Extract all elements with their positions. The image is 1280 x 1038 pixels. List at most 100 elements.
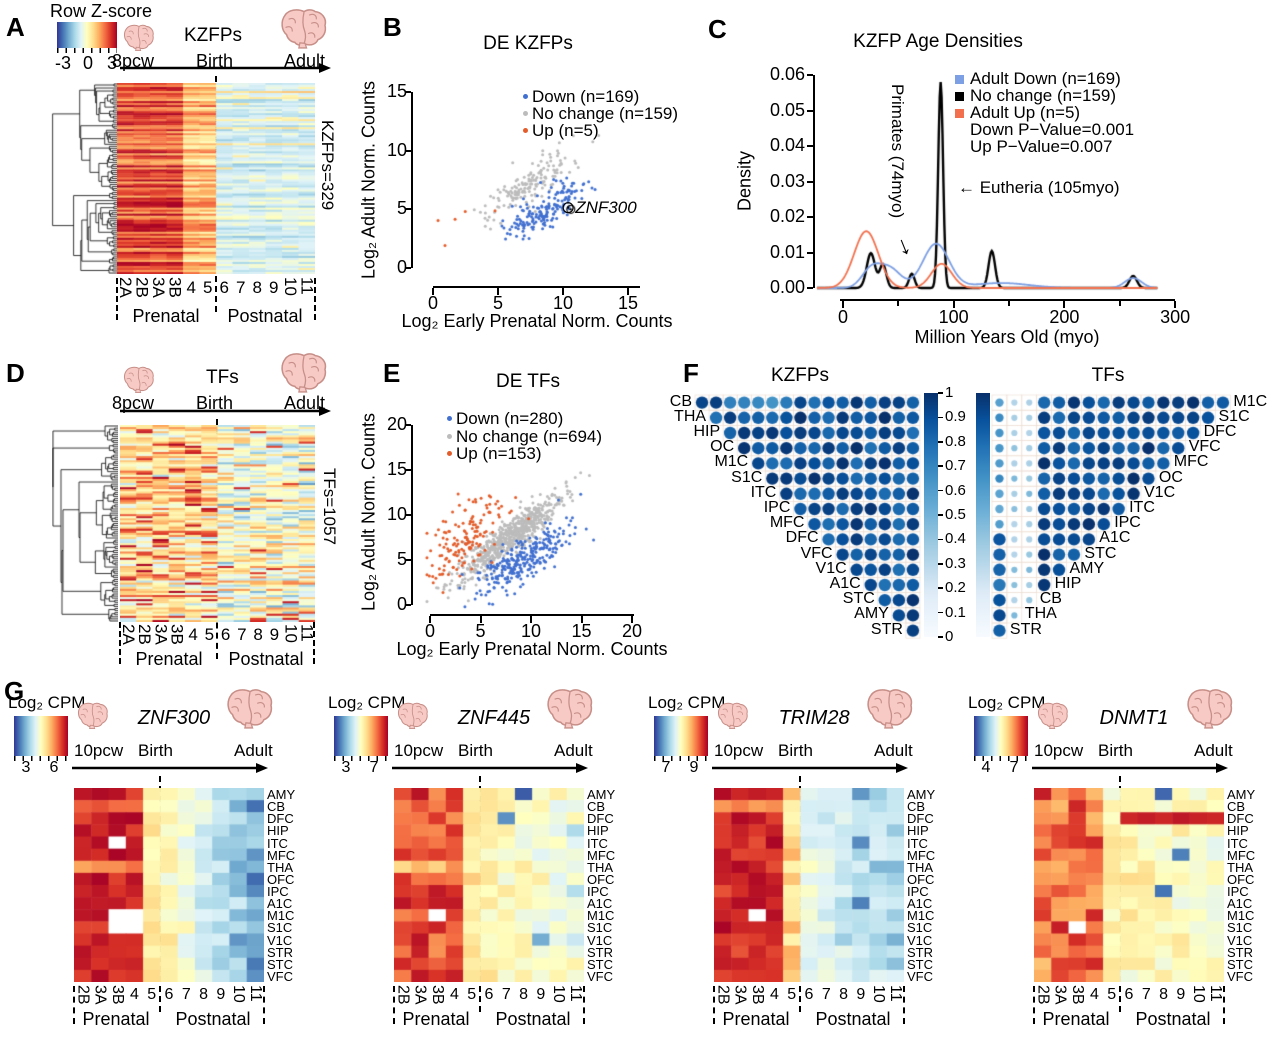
g-region-ZNF300-VFC: VFC <box>267 968 293 984</box>
g-region-ZNF445-AMY: AMY <box>587 787 616 802</box>
f-colorbar-tickmark-0.2 <box>938 587 943 589</box>
c-y-tickmark-0.03 <box>807 180 813 183</box>
g-region-ZNF300-STC: STC <box>267 956 293 972</box>
g-region-ZNF445-STR: STR <box>587 944 613 960</box>
b-x-ticklabel-10: 10 <box>552 293 574 313</box>
brain-icon-large-ZNF445 <box>547 689 593 729</box>
brain-icon-large-ZNF300 <box>227 689 273 729</box>
e-yaxis <box>411 425 413 605</box>
kzfp-correlogram <box>686 390 926 640</box>
g-TRIM28-stage-6: 6 <box>804 986 814 1003</box>
g-timeline-arrow-ZNF445 <box>392 763 588 773</box>
zscore-tick-neg3: -3 <box>54 53 71 73</box>
g-region-DNMT1-M1C: M1C <box>1227 908 1255 924</box>
f-left-region-STC: STC <box>842 590 875 608</box>
e-x-tickmark-15 <box>580 616 583 623</box>
g-region-DNMT1-AMY: AMY <box>1227 787 1256 802</box>
f-left-region-DFC: DFC <box>785 529 819 547</box>
g-region-ZNF445-CB: CB <box>587 799 606 815</box>
g-timeline-start-TRIM28: 10pcw <box>714 741 764 760</box>
g-timeline-arrow-TRIM28 <box>712 763 908 773</box>
g-TRIM28-stage-5: 5 <box>787 986 797 1003</box>
g-region-ZNF300-THA: THA <box>267 859 293 875</box>
e-y-ticklabel-10: 10 <box>386 504 407 524</box>
kzfp-heatmap <box>117 83 315 274</box>
g-ZNF300-stage-3B: 3B <box>108 985 126 1005</box>
f-right-region-CB: CB <box>1039 590 1062 608</box>
znf300-annotation: ⊙ZNF300 <box>561 199 637 217</box>
g-region-TRIM28-M1C: M1C <box>907 908 935 924</box>
g-ZNF300-stage-5: 5 <box>147 986 157 1003</box>
c-y-ticklabel-0.02: 0.02 <box>769 206 805 226</box>
d-stage-4: 4 <box>188 625 198 644</box>
f-right-region-A1C: A1C <box>1099 529 1131 547</box>
panel-e-title: DE TFs <box>495 371 561 392</box>
e-x-ticklabel-20: 20 <box>621 621 643 641</box>
f-left-region-OC: OC <box>710 438 735 456</box>
f-colorbar-left <box>924 393 938 637</box>
b-x-ticklabel-15: 15 <box>617 293 639 313</box>
g-DNMT1-stage-4: 4 <box>1090 986 1099 1003</box>
g-phase-tick-left-ZNF300 <box>73 986 75 1024</box>
f-colorbar-tickmark-0.6 <box>938 489 943 492</box>
c-y-tickmark-0.05 <box>807 109 813 112</box>
g-region-DNMT1-STC: STC <box>1227 956 1253 972</box>
c-y-tickmark-0.06 <box>807 74 813 76</box>
e-y-tickmark-0 <box>405 604 411 606</box>
g-colorbar-TRIM28 <box>654 716 708 756</box>
c-x-ticklabel-200: 200 <box>1049 307 1080 327</box>
e-x-ticklabel-10: 10 <box>520 621 542 641</box>
dendrogram-tf <box>52 425 118 622</box>
g-region-ZNF300-AMY: AMY <box>267 787 296 802</box>
f-colorbar-right <box>976 393 990 637</box>
f-left-region-HIP: HIP <box>693 423 721 440</box>
b-legend-label-2: Up (n=5) <box>532 121 599 140</box>
g-region-TRIM28-THA: THA <box>907 859 933 875</box>
b-legend-swatch-2 <box>523 128 528 133</box>
g-region-ZNF445-S1C: S1C <box>587 920 613 936</box>
panel-label-e: E <box>383 358 401 388</box>
a-stage-6: 6 <box>219 278 229 297</box>
g-cbar-tick1-TRIM28: 9 <box>689 759 699 776</box>
g-ZNF445-stage-4: 4 <box>450 986 459 1003</box>
tf-count-label: TFs=1057 <box>319 468 339 546</box>
panel-a-title: KZFPs <box>184 25 243 46</box>
g-region-ZNF300-HIP: HIP <box>267 823 289 839</box>
brain-icon-large-DNMT1 <box>1187 689 1233 729</box>
g-colorbar-tickmarks-ZNF445 <box>334 756 388 761</box>
a-stage-4: 4 <box>186 278 196 297</box>
g-DNMT1-stage-5: 5 <box>1107 986 1117 1003</box>
phase-postnatal-a: Postnatal <box>227 306 303 326</box>
g-phase-tick-right-ZNF300 <box>263 986 265 1024</box>
c-stats-0: Down P−Value=0.001 <box>970 120 1135 139</box>
g-timeline-start-ZNF300: 10pcw <box>74 741 124 760</box>
b-legend-label-0: Down (n=169) <box>532 87 640 106</box>
f-left-region-A1C: A1C <box>829 575 861 592</box>
g-cbar-tick1-DNMT1: 7 <box>1009 759 1019 776</box>
g-region-ZNF300-MFC: MFC <box>267 847 296 863</box>
f-colorbar-tickmark-0.9 <box>938 416 943 419</box>
g-ZNF445-stage-7: 7 <box>501 986 511 1003</box>
g-region-TRIM28-AMY: AMY <box>907 787 936 802</box>
a-stage-8: 8 <box>252 278 262 297</box>
g-timeline-start-DNMT1: 10pcw <box>1034 741 1084 760</box>
b-legend-label-1: No change (n=159) <box>532 104 679 123</box>
f-right-region-M1C: M1C <box>1233 392 1268 410</box>
g-heatmap-ZNF300 <box>74 788 264 982</box>
znf300-gene: ZNF300 <box>575 198 637 217</box>
g-DNMT1-stage-3A: 3A <box>1051 985 1069 1005</box>
f-right-region-AMY: AMY <box>1069 559 1105 577</box>
g-cbar-tick1-ZNF445: 7 <box>369 759 379 776</box>
g-cbar-tick0-ZNF445: 3 <box>341 759 351 776</box>
g-colorbar-DNMT1 <box>974 716 1028 756</box>
g-region-ZNF445-M1C: M1C <box>587 908 615 924</box>
g-ZNF445-stage-2B: 2B <box>394 985 412 1005</box>
a-stage-7: 7 <box>236 278 246 297</box>
g-timeline-end-TRIM28: Adult <box>874 741 913 760</box>
g-cbar-tick0-DNMT1: 4 <box>981 759 991 776</box>
g-region-ZNF300-CB: CB <box>267 799 286 815</box>
d-stage-3B: 3B <box>167 624 187 645</box>
g-colorbar-ZNF445 <box>334 716 388 756</box>
g-gene-title-ZNF300: ZNF300 <box>137 707 211 729</box>
f-colorbar-tickmark-0.4 <box>938 538 943 541</box>
